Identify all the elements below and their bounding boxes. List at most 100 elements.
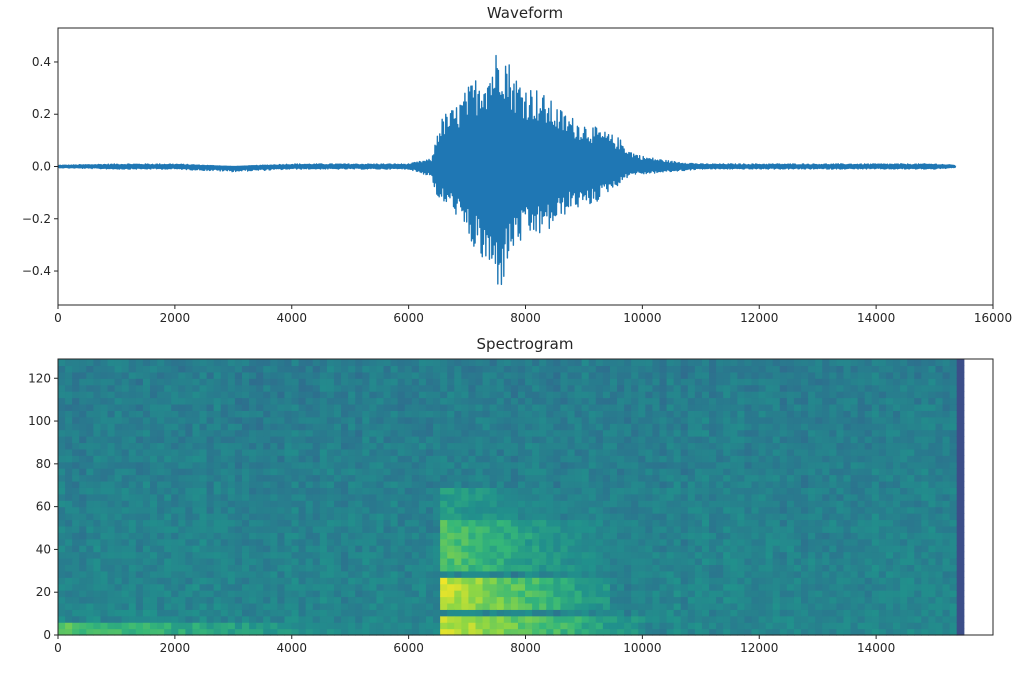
spectrogram-cell [772,622,781,630]
spectrogram-cell [815,564,823,572]
spectrogram-cell [65,461,73,469]
spectrogram-cell [567,615,576,623]
spectrogram-cell [801,468,809,476]
spectrogram-cell [341,442,349,450]
spectrogram-cell [397,525,406,533]
spectrogram-cell [185,519,194,527]
spectrogram-cell [645,455,654,463]
spectrogram-cell [588,384,597,392]
spectrogram-cell [376,378,385,386]
spectrogram-cell [362,442,370,450]
spectrogram-cell [319,365,328,373]
spectrogram-cell [319,397,328,405]
spectrogram-cell [517,519,526,527]
spectrogram-cell [433,564,441,572]
spectrogram-cell [206,551,215,559]
spectrogram-cell [694,506,703,514]
spectrogram-cell [758,628,767,636]
spectrogram-cell [694,365,703,373]
spectrogram-cell [65,493,73,501]
spectrogram-cell [560,583,569,591]
spectrogram-cell [553,590,562,598]
spectrogram-cell [270,410,278,418]
spectrogram-cell [716,461,724,469]
spectrogram-cell [631,615,639,623]
spectrogram-cell [362,410,370,418]
spectrogram-cell [213,551,222,559]
spectrogram-cell [270,513,278,521]
spectrogram-cell [227,551,236,559]
spectrogram-cell [723,493,731,501]
spectrogram-cell [86,532,94,540]
spectrogram-cell [227,403,236,411]
spectrogram-cell [270,416,278,424]
spectrogram-cell [333,371,342,379]
spectrogram-cell [680,365,689,373]
spectrogram-cell [249,365,257,373]
spectrogram-cell [652,371,661,379]
spectrogram-cell [482,423,491,431]
spectrogram-cell [786,391,795,399]
spectrogram-cell [270,622,278,630]
spectrogram-cell [291,551,300,559]
spectrogram-cell [850,391,859,399]
spectrogram-cell [836,506,845,514]
spectrogram-cell [694,596,703,604]
spectrogram-cell [270,461,278,469]
spectrogram-cell [581,506,590,514]
spectrogram-cell [857,455,866,463]
spectrogram-cell [751,570,760,578]
spectrogram-cell [723,564,731,572]
spectrogram-cell [723,557,731,565]
spectrogram-cell [836,570,845,578]
spectrogram-cell [765,538,774,546]
spectrogram-cell [86,487,94,495]
spectrogram-cell [574,461,583,469]
spectrogram-cell [397,583,406,591]
spectrogram-cell [171,416,179,424]
spectrogram-cell [447,384,455,392]
spectrogram-cell [489,384,498,392]
spectrogram-cell [652,519,661,527]
spectrogram-cell [517,583,526,591]
spectrogram-cell [369,416,378,424]
spectrogram-cell [192,397,201,405]
spectrogram-cell [588,609,597,617]
spectrogram-cell [850,628,859,636]
spectrogram-cell [786,397,795,405]
spectrogram-cell [348,455,356,463]
spectrogram-cell [609,403,618,411]
spectrogram-cell [128,416,137,424]
spectrogram-cell [447,397,455,405]
spectrogram-cell [560,410,569,418]
spectrogram-cell [645,500,654,508]
spectrogram-cell [135,410,144,418]
spectrogram-cell [425,564,434,572]
spectrogram-cell [114,583,123,591]
spectrogram-cell [263,455,271,463]
spectrogram-cell [319,391,328,399]
spectrogram-cell [567,493,576,501]
spectrogram-cell [100,487,109,495]
spectrogram-cell [588,570,597,578]
spectrogram-cell [546,570,554,578]
spectrogram-cell [680,583,689,591]
spectrogram-cell [220,577,229,585]
spectrogram-cell [135,371,144,379]
spectrogram-cell [404,538,413,546]
spectrogram-cell [404,525,413,533]
spectrogram-cell [326,506,335,514]
spectrogram-cell [617,532,625,540]
spectrogram-cell [440,590,448,598]
spectrogram-cell [298,583,307,591]
spectrogram-cell [114,519,123,527]
spectrogram-cell [241,455,250,463]
spectrogram-cell [567,513,576,521]
spectrogram-cell [284,397,293,405]
spectrogram-cell [312,551,321,559]
spectrogram-cell [397,365,406,373]
spectrogram-cell [213,570,222,578]
spectrogram-cell [659,461,668,469]
spectrogram-cell [93,480,102,488]
spectrogram-cell [376,474,385,482]
